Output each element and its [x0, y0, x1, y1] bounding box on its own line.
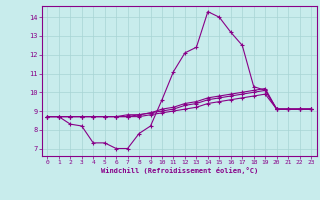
X-axis label: Windchill (Refroidissement éolien,°C): Windchill (Refroidissement éolien,°C) [100, 167, 258, 174]
